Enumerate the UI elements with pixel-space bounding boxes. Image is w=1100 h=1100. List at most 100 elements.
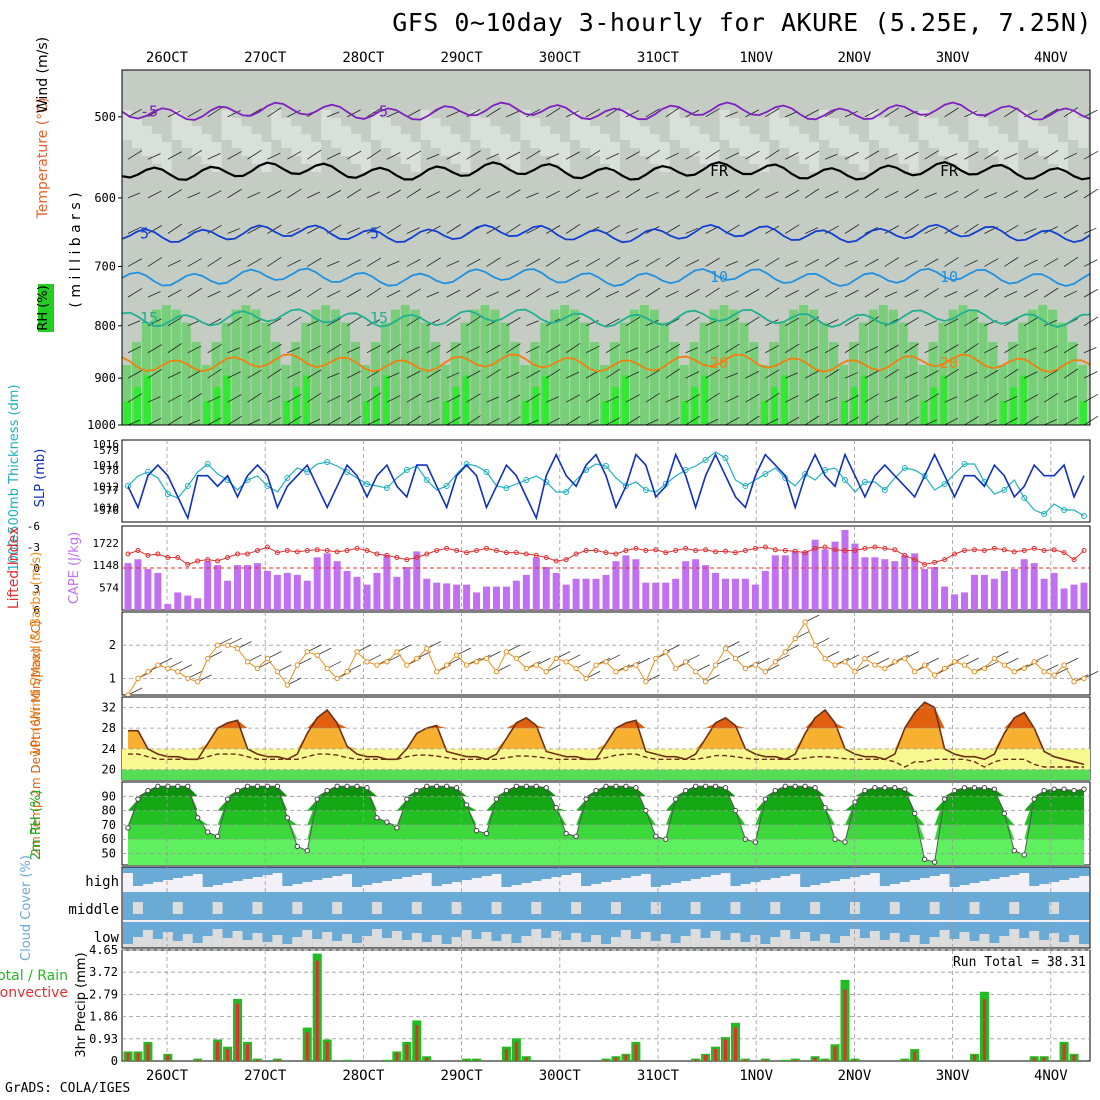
wind-barb [1063, 368, 1079, 379]
wind-barb [665, 152, 679, 160]
wind-barb [745, 415, 760, 426]
cloud-high-cell [123, 867, 134, 873]
isotherm-label: 10 [710, 268, 728, 286]
cloud-low-clear [282, 944, 293, 948]
rh-point [334, 783, 340, 789]
wind-speed-point [892, 659, 898, 665]
lifted-index-point [125, 551, 131, 557]
rh-band [151, 309, 161, 425]
rh-point [374, 815, 380, 821]
cloud-high-cell [262, 867, 273, 875]
cloud-low-clear [481, 932, 492, 948]
cloud-high-cell [352, 867, 363, 887]
rh-band-dry [689, 126, 700, 156]
wind-barb [804, 188, 820, 199]
cloud-low-clear [461, 930, 472, 948]
cloud-low-clear [511, 943, 522, 948]
lifted-index-point [633, 545, 639, 551]
wind-barb [506, 317, 521, 327]
rh-band-moist [761, 401, 769, 425]
precip-convective-bar [136, 1052, 140, 1061]
rh-band-dry [918, 110, 929, 140]
wind-barb [546, 396, 559, 403]
wind-barb [864, 393, 880, 403]
slp-axis-label: SLP (mb) [33, 449, 48, 508]
cloud-middle-gap [332, 902, 343, 914]
rh-band [819, 322, 829, 425]
wind-barb [645, 149, 661, 160]
rh-point [204, 829, 211, 835]
precip-convective-bar [833, 1046, 837, 1061]
lifted-index-point [802, 550, 808, 556]
cloud-low-cell [521, 922, 532, 948]
cloud-high-cell [551, 867, 562, 877]
wind-barb [824, 369, 840, 379]
rh-point [453, 785, 460, 791]
wind-speed-point [782, 649, 788, 655]
wind-barb [546, 417, 560, 426]
rh-band-moist [522, 401, 530, 425]
wind-barb [725, 152, 739, 160]
rh-band-moist [382, 375, 390, 425]
lifted-index-point [205, 557, 211, 563]
cloud-low-cell [969, 922, 980, 948]
wind-speed-point [224, 642, 231, 648]
chart-title: GFS 0~10day 3-hourly for AKURE (5.25E, 7… [392, 8, 1092, 37]
wind-barb [506, 371, 520, 379]
wind-barb [984, 393, 999, 403]
wind-barb [207, 256, 222, 267]
lifted-index-point [882, 545, 888, 551]
rh-band-dry [839, 126, 849, 156]
rh-point [434, 783, 440, 789]
cloud-low-clear [152, 939, 164, 948]
wind-barb [386, 290, 401, 298]
wind-barb [187, 226, 202, 234]
cloud-low-clear [919, 944, 930, 948]
lifted-index-point [1051, 547, 1057, 553]
wind-barb [904, 371, 918, 379]
wind-barb [287, 150, 302, 160]
wind-barb [1063, 417, 1078, 426]
wind-speed-point [234, 645, 241, 652]
panel-pressure-frame [121, 69, 1091, 426]
cloud-high-cell [371, 867, 383, 883]
wind-barb [705, 257, 720, 267]
rh-band-dry [131, 118, 142, 148]
rh-band [241, 305, 251, 425]
cloud-low-clear [381, 938, 393, 948]
wind-barb [486, 344, 501, 354]
wind-barb [785, 224, 800, 234]
rh-band-dry [878, 118, 889, 148]
wind-barb [287, 109, 301, 118]
rh-band [570, 309, 580, 425]
wind-barb [127, 345, 142, 354]
rh-band [709, 309, 719, 425]
wind-barb [247, 369, 262, 379]
precip-convective-bar [843, 989, 847, 1061]
wind-barb [725, 261, 738, 267]
y-tick-label: 600 [94, 191, 116, 205]
rh-band-dry [311, 142, 322, 172]
wind-barb [904, 189, 919, 199]
wind-barb [227, 289, 242, 298]
rh-band-dry [749, 134, 760, 164]
lifted-index-point [1071, 557, 1077, 563]
wind-speed-point [762, 669, 769, 675]
cloud-middle-cell [750, 892, 761, 920]
wind-barb [645, 345, 660, 354]
cloud-low-clear [929, 937, 940, 948]
cape-bar [941, 586, 949, 610]
wind-barb [127, 393, 143, 403]
cape-bar [931, 567, 939, 610]
rh-band-dry [281, 118, 292, 148]
x-tick-label: 1NOV [739, 50, 773, 66]
cloud-low-clear [212, 929, 223, 948]
wind-barb [804, 288, 820, 298]
wind-barb [984, 419, 997, 426]
rh-point [155, 783, 161, 789]
lifted-index-point [653, 547, 659, 553]
wind-barb [167, 371, 181, 379]
wind-speed-point [921, 662, 928, 668]
wind-barb [187, 150, 202, 160]
lifted-index-point [324, 548, 330, 553]
